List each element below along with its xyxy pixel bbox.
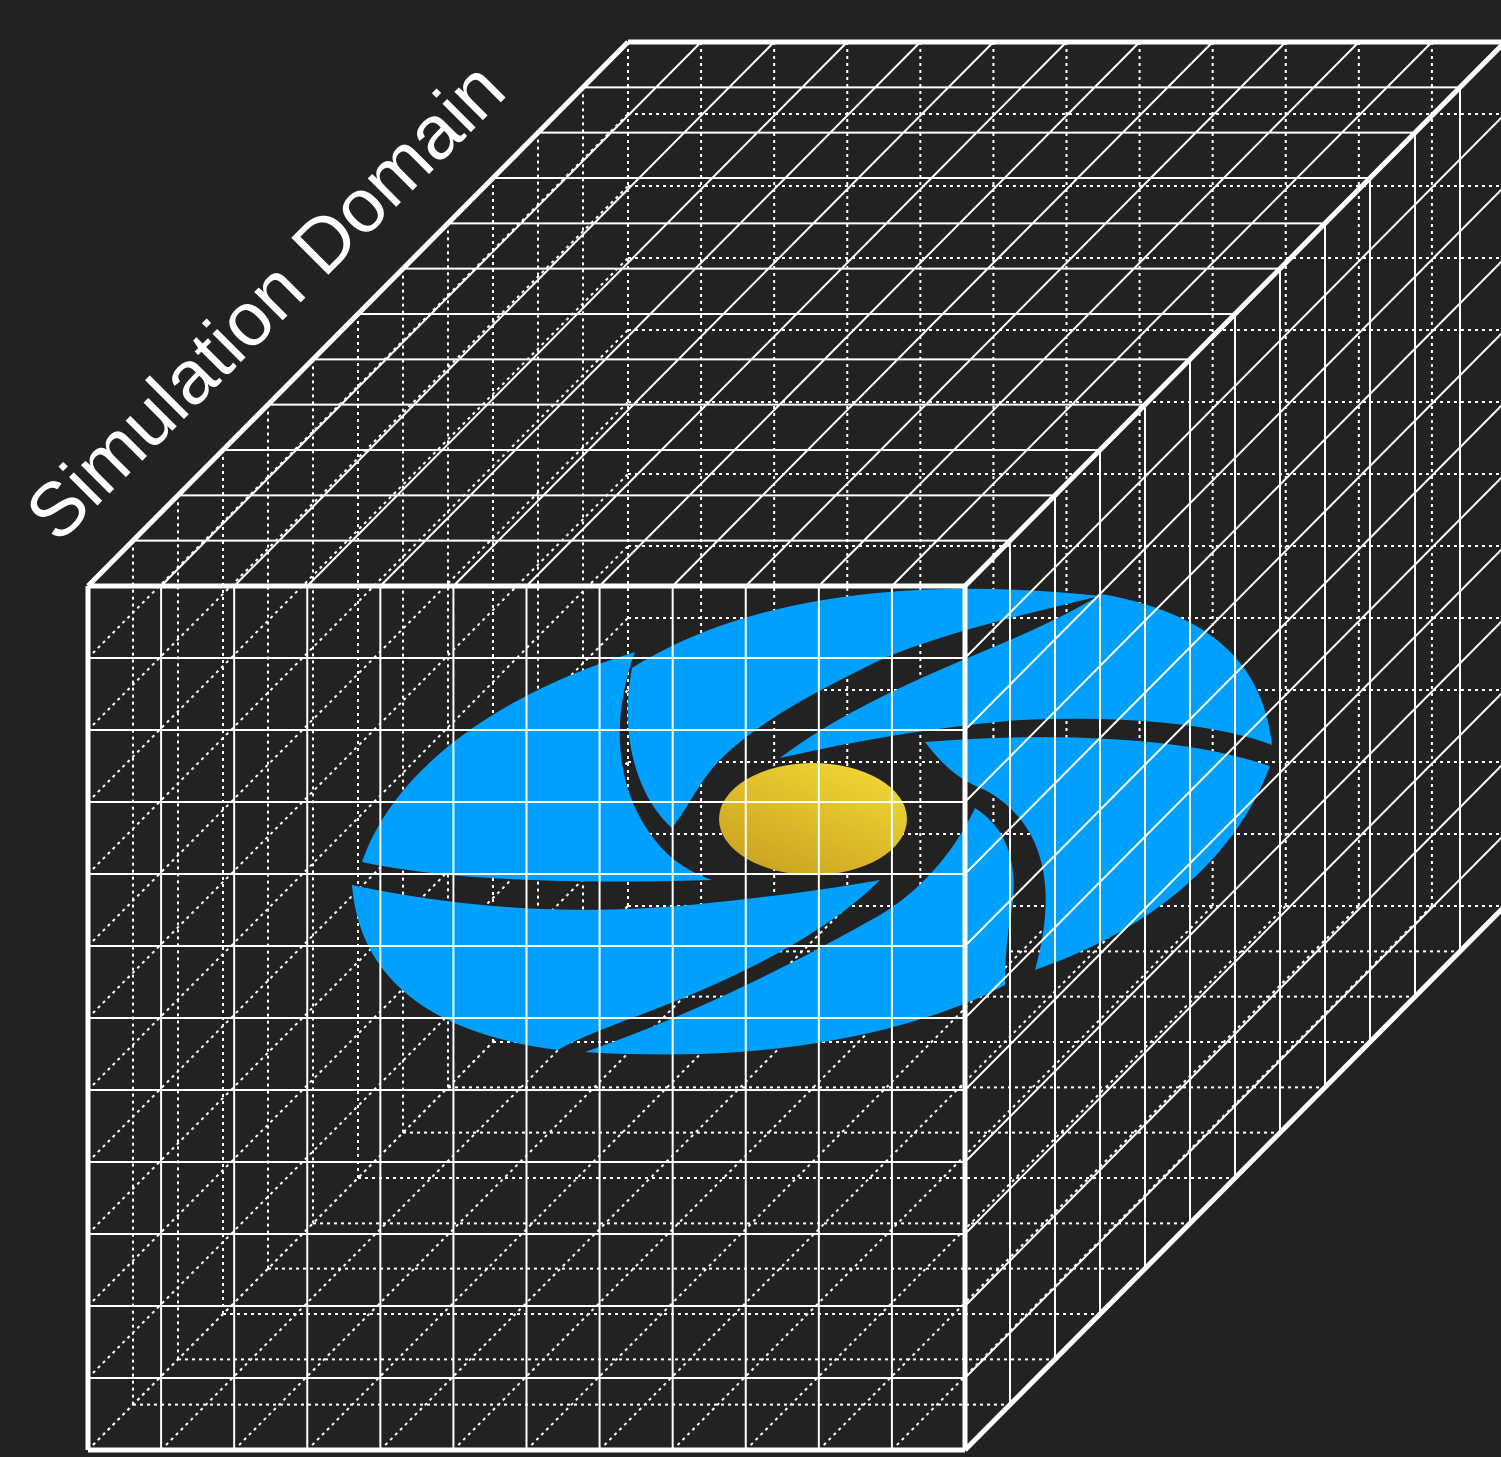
cube-edge bbox=[963, 906, 1501, 1452]
galaxy-arm bbox=[585, 808, 1014, 1055]
galaxy-arm bbox=[925, 737, 1270, 970]
bottom-face-grid-line bbox=[671, 905, 1214, 1451]
cube-edge bbox=[86, 40, 630, 588]
top-face-grid-line bbox=[891, 41, 1433, 587]
bottom-face-grid-line bbox=[891, 905, 1433, 1451]
galaxy-arm bbox=[352, 880, 880, 1050]
galaxy-core bbox=[719, 763, 907, 875]
galaxy-arm bbox=[780, 594, 1272, 758]
left-face-grid-line bbox=[87, 185, 629, 731]
cube-outline bbox=[85, 39, 1501, 1453]
right-face-grid-line bbox=[964, 836, 1501, 1379]
left-face-grid-line bbox=[87, 257, 629, 803]
bottom-face-grid-line bbox=[745, 905, 1287, 1451]
galaxy-arm bbox=[362, 652, 712, 882]
left-face-grid-line bbox=[87, 473, 629, 1019]
cube-edge bbox=[963, 42, 1501, 588]
